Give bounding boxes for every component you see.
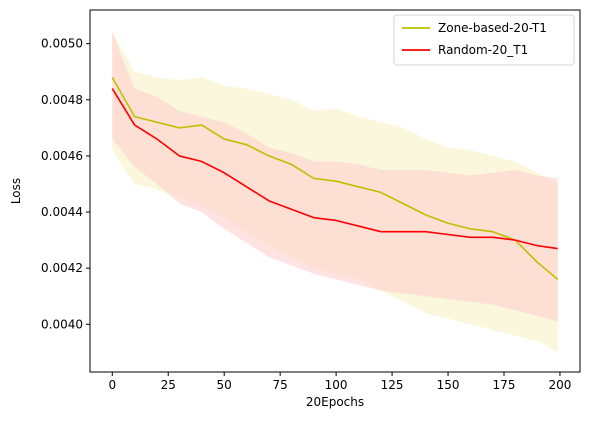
x-tick-label: 175 bbox=[493, 378, 516, 392]
y-tick-label: 0.0040 bbox=[41, 317, 83, 331]
x-tick-label: 75 bbox=[273, 378, 288, 392]
y-axis-label: Loss bbox=[9, 178, 23, 204]
x-tick-label: 150 bbox=[437, 378, 460, 392]
y-tick-label: 0.0050 bbox=[41, 37, 83, 51]
x-axis-label: 20Epochs bbox=[306, 395, 364, 409]
x-axis-ticks: 0 25 50 75 100 125 150 175 200 bbox=[108, 372, 571, 392]
y-tick-label: 0.0048 bbox=[41, 93, 83, 107]
y-tick-label: 0.0044 bbox=[41, 205, 83, 219]
legend-label-1: Zone-based-20-T1 bbox=[438, 21, 547, 35]
y-axis-ticks: 0.0040 0.0042 0.0044 0.0046 0.0048 0.0050 bbox=[41, 37, 90, 331]
line-series-1 bbox=[111, 76, 559, 281]
legend-box bbox=[393, 14, 575, 66]
confidence-bands bbox=[112, 32, 558, 353]
x-tick-label: 50 bbox=[217, 378, 232, 392]
x-tick-label: 25 bbox=[161, 378, 176, 392]
band-series-2 bbox=[112, 32, 558, 322]
y-tick-label: 0.0046 bbox=[41, 149, 83, 163]
plot-frame bbox=[89, 9, 581, 373]
series-lines bbox=[111, 76, 559, 281]
x-tick-label: 200 bbox=[549, 378, 572, 392]
y-tick-label: 0.0042 bbox=[41, 261, 83, 275]
x-tick-label: 100 bbox=[325, 378, 348, 392]
x-tick-label: 125 bbox=[381, 378, 404, 392]
x-tick-label: 0 bbox=[108, 378, 116, 392]
legend: Zone-based-20-T1 Random-20_T1 bbox=[393, 14, 575, 66]
legend-label-2: Random-20_T1 bbox=[438, 43, 528, 57]
line-series-2 bbox=[111, 88, 558, 250]
